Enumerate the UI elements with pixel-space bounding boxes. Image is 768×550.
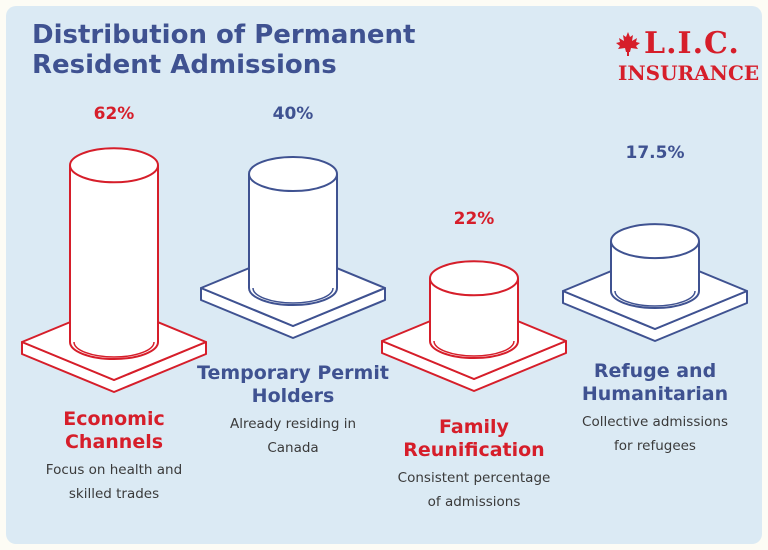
category-description: Collective admissions for refugees xyxy=(560,410,750,458)
category-description: Consistent percentage of admissions xyxy=(379,466,569,514)
description-line: for refugees xyxy=(614,438,696,454)
bar-group xyxy=(381,260,567,392)
bar-group xyxy=(562,223,748,342)
cylinder-body xyxy=(69,165,159,360)
cylinder-body xyxy=(610,241,700,309)
value-label: 22% xyxy=(453,209,495,229)
value-label: 40% xyxy=(272,104,314,124)
value-label: 62% xyxy=(93,104,135,124)
logo-wordmark: L.I.C. xyxy=(644,26,740,61)
cylinder-base-ring xyxy=(433,340,515,357)
description-line: Consistent percentage xyxy=(397,470,551,486)
description-line: of admissions xyxy=(427,494,521,510)
category-label-line: Economic xyxy=(63,408,165,430)
category-label: Family Reunification xyxy=(374,416,574,462)
lic-insurance-logo: L.I.C. INSURANCE xyxy=(614,26,759,88)
value-label: 17.5% xyxy=(625,143,685,163)
logo-subtitle: INSURANCE xyxy=(618,61,760,85)
cylinder-base-ring xyxy=(73,341,155,358)
category-label-line: Refuge and xyxy=(593,360,717,382)
cylinder-body xyxy=(429,278,519,359)
category-label: Temporary Permit Holders xyxy=(193,362,393,408)
cylinder-top xyxy=(69,147,159,184)
category-label-line: Humanitarian xyxy=(581,383,729,405)
description-line: Focus on health and xyxy=(45,462,183,478)
infographic-panel: Distribution of Permanent Resident Admis… xyxy=(6,6,762,544)
category-label-line: Family xyxy=(439,416,509,438)
category-label: Economic Channels xyxy=(14,408,214,454)
cylinder-chart xyxy=(21,147,748,393)
category-label-line: Holders xyxy=(251,385,335,407)
description-line: Canada xyxy=(267,440,319,456)
title-line-2: Resident Admissions xyxy=(32,50,337,80)
cylinder-top xyxy=(429,260,519,297)
category-label-line: Channels xyxy=(64,431,164,453)
category-label-line: Temporary Permit xyxy=(197,362,389,384)
bar-group xyxy=(21,147,207,393)
cylinder-top xyxy=(610,223,700,260)
page-title: Distribution of Permanent Resident Admis… xyxy=(32,20,415,80)
title-line-1: Distribution of Permanent xyxy=(32,20,416,50)
category-label-line: Reunification xyxy=(403,439,545,461)
description-line: skilled trades xyxy=(68,486,160,502)
description-line: Collective admissions xyxy=(582,414,728,430)
category-description: Already residing in Canada xyxy=(198,412,388,460)
cylinder-base-ring xyxy=(614,290,696,307)
category-label: Refuge and Humanitarian xyxy=(555,360,755,406)
cylinder-body xyxy=(248,174,338,306)
cylinder-base-ring xyxy=(252,287,334,304)
description-line: Already residing in xyxy=(229,416,357,432)
cylinder-top xyxy=(248,156,338,192)
category-description: Focus on health and skilled trades xyxy=(19,458,209,506)
maple-leaf-icon xyxy=(616,32,640,56)
bar-group xyxy=(200,156,386,339)
